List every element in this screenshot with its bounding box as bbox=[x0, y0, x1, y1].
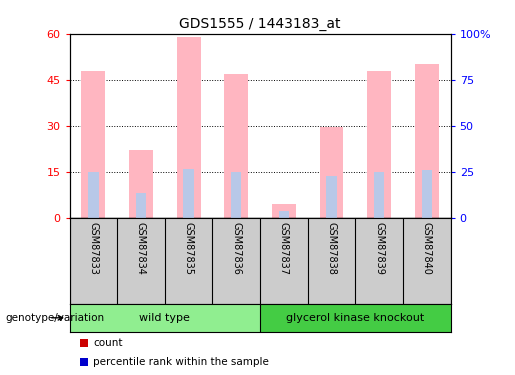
Bar bbox=[129, 150, 153, 217]
Bar bbox=[136, 193, 146, 217]
Text: GSM87839: GSM87839 bbox=[374, 222, 384, 274]
Bar bbox=[320, 127, 344, 218]
Bar bbox=[415, 64, 439, 218]
Text: genotype/variation: genotype/variation bbox=[5, 313, 104, 323]
Text: GSM87835: GSM87835 bbox=[184, 222, 194, 275]
Text: GSM87838: GSM87838 bbox=[327, 222, 336, 274]
Bar bbox=[260, 304, 451, 332]
Text: glycerol kinase knockout: glycerol kinase knockout bbox=[286, 313, 424, 323]
Text: wild type: wild type bbox=[140, 313, 190, 323]
Bar bbox=[70, 304, 260, 332]
Bar bbox=[367, 70, 391, 217]
Bar bbox=[231, 172, 242, 217]
Title: GDS1555 / 1443183_at: GDS1555 / 1443183_at bbox=[179, 17, 341, 32]
Text: count: count bbox=[93, 338, 123, 348]
Text: GSM87836: GSM87836 bbox=[231, 222, 241, 274]
Bar bbox=[279, 211, 289, 217]
Text: GSM87840: GSM87840 bbox=[422, 222, 432, 274]
Text: GSM87834: GSM87834 bbox=[136, 222, 146, 274]
Bar bbox=[177, 37, 200, 218]
Bar bbox=[272, 204, 296, 218]
Bar bbox=[374, 172, 384, 217]
Text: GSM87833: GSM87833 bbox=[89, 222, 98, 274]
Bar bbox=[225, 74, 248, 217]
Bar bbox=[81, 70, 105, 217]
Bar bbox=[327, 176, 337, 218]
Bar bbox=[88, 172, 98, 217]
Text: percentile rank within the sample: percentile rank within the sample bbox=[93, 357, 269, 367]
Bar bbox=[422, 170, 432, 217]
Bar bbox=[183, 168, 194, 217]
Text: GSM87837: GSM87837 bbox=[279, 222, 289, 275]
